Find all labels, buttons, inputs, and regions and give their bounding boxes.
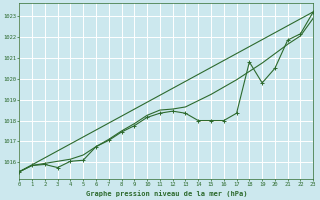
X-axis label: Graphe pression niveau de la mer (hPa): Graphe pression niveau de la mer (hPa) xyxy=(85,190,247,197)
